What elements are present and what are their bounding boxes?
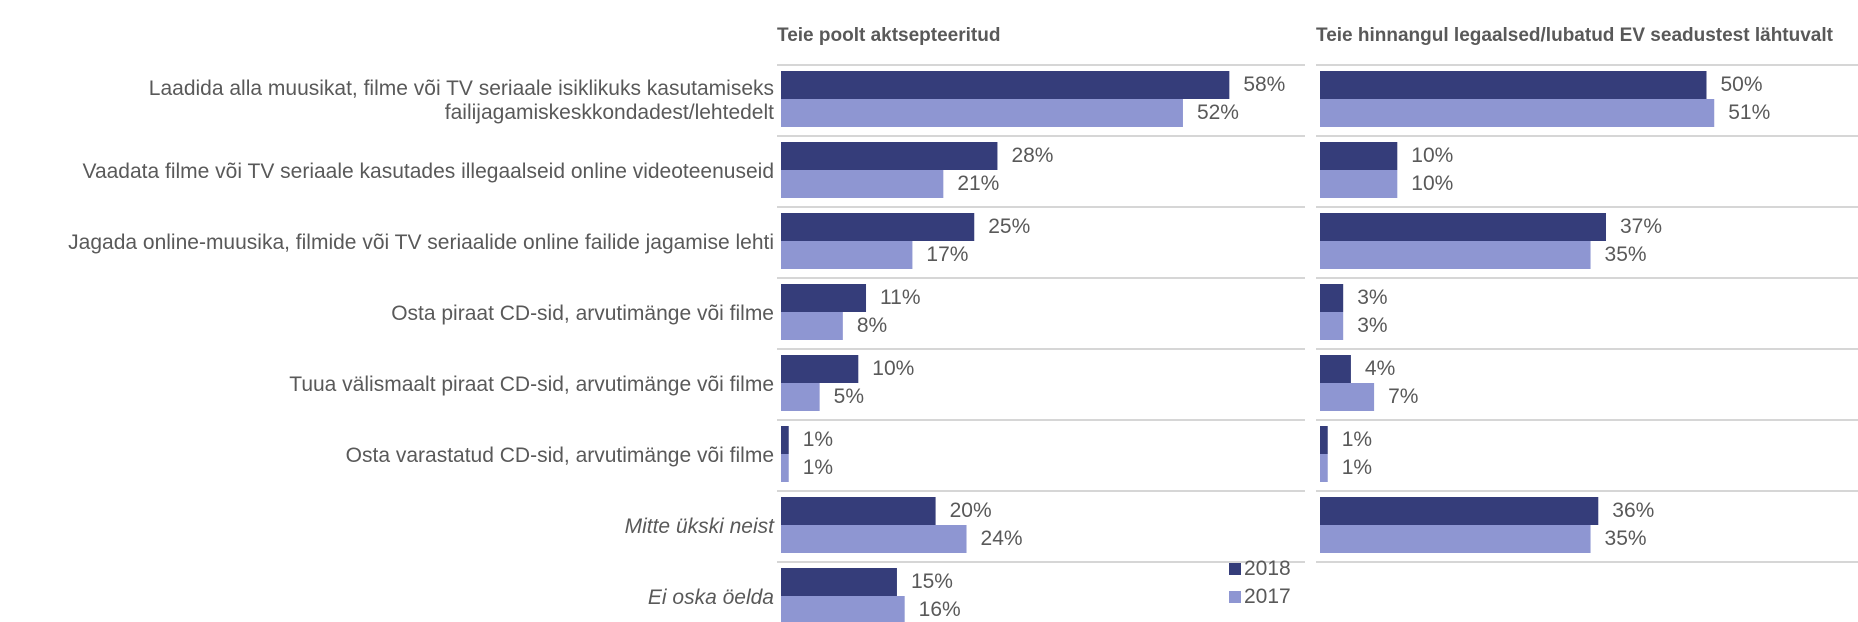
value-label: 25% (988, 215, 1031, 238)
bar (781, 525, 967, 553)
category-label: Osta varastatud CD-sid, arvutimänge või … (345, 443, 774, 467)
bar (1320, 142, 1398, 170)
category-label: Tuua välismaalt piraat CD-sid, arvutimän… (289, 372, 774, 396)
bar (781, 99, 1183, 127)
value-label: 3% (1357, 286, 1388, 309)
bar (1320, 213, 1607, 241)
value-label: 21% (957, 172, 1000, 195)
value-label: 35% (1604, 527, 1647, 550)
bar (781, 383, 820, 411)
value-label: 36% (1612, 499, 1655, 522)
bar (1320, 383, 1375, 411)
bar (781, 355, 859, 383)
bar (781, 426, 789, 454)
bar (1320, 284, 1344, 312)
value-label: 4% (1364, 357, 1396, 380)
bar (1320, 426, 1328, 454)
bar (781, 284, 867, 312)
bar (781, 71, 1230, 99)
bar (1320, 312, 1344, 340)
value-label: 10% (1411, 172, 1454, 195)
value-label: 50% (1720, 73, 1763, 96)
value-label: 10% (1411, 144, 1454, 167)
legend-swatch (1229, 591, 1241, 603)
bar (1320, 71, 1707, 99)
category-label: Vaadata filme või TV seriaale kasutades … (82, 159, 775, 183)
bar (781, 497, 936, 525)
value-label: 1% (802, 428, 834, 451)
bar (781, 454, 789, 482)
bar (781, 142, 998, 170)
legend-swatch (1229, 563, 1241, 575)
bar (781, 170, 944, 198)
bar (1320, 355, 1351, 383)
category-label: Ei oska öelda (647, 585, 774, 609)
bar (781, 241, 913, 269)
bar (781, 213, 975, 241)
value-label: 51% (1728, 101, 1771, 124)
bar (1320, 497, 1599, 525)
legend-label: 2018 (1244, 557, 1291, 580)
value-label: 10% (872, 357, 915, 380)
category-label: Mitte ükski neist (624, 514, 774, 538)
value-label: 15% (910, 570, 953, 593)
value-label: 1% (802, 456, 834, 479)
category-label: Jagada online-muusika, filmide või TV se… (68, 230, 774, 254)
value-label: 20% (949, 499, 992, 522)
value-label: 17% (926, 243, 969, 266)
bar (1320, 525, 1591, 553)
panel-title: Teie poolt aktsepteeritud (777, 25, 1001, 46)
value-label: 1% (1341, 456, 1373, 479)
bar (1320, 241, 1591, 269)
legend-label: 2017 (1244, 585, 1291, 608)
value-label: 7% (1388, 385, 1419, 408)
value-label: 28% (1011, 144, 1054, 167)
bar (1320, 170, 1398, 198)
bar (781, 596, 905, 622)
bar (781, 312, 843, 340)
value-label: 11% (880, 286, 921, 309)
category-label: Osta piraat CD-sid, arvutimänge või film… (391, 301, 774, 325)
category-label: Laadida alla muusikat, filme või TV seri… (148, 76, 774, 124)
value-label: 3% (1357, 314, 1388, 337)
value-label: 37% (1620, 215, 1663, 238)
bar (1320, 99, 1715, 127)
bar (1320, 454, 1328, 482)
value-label: 24% (980, 527, 1023, 550)
value-label: 35% (1604, 243, 1647, 266)
value-label: 16% (918, 598, 961, 621)
value-label: 8% (856, 314, 888, 337)
value-label: 5% (833, 385, 864, 408)
bar (781, 568, 897, 596)
value-label: 52% (1196, 101, 1239, 124)
panel-title: Teie hinnangul legaalsed/lubatud EV sead… (1316, 25, 1833, 46)
value-label: 1% (1341, 428, 1373, 451)
value-label: 58% (1243, 73, 1286, 96)
